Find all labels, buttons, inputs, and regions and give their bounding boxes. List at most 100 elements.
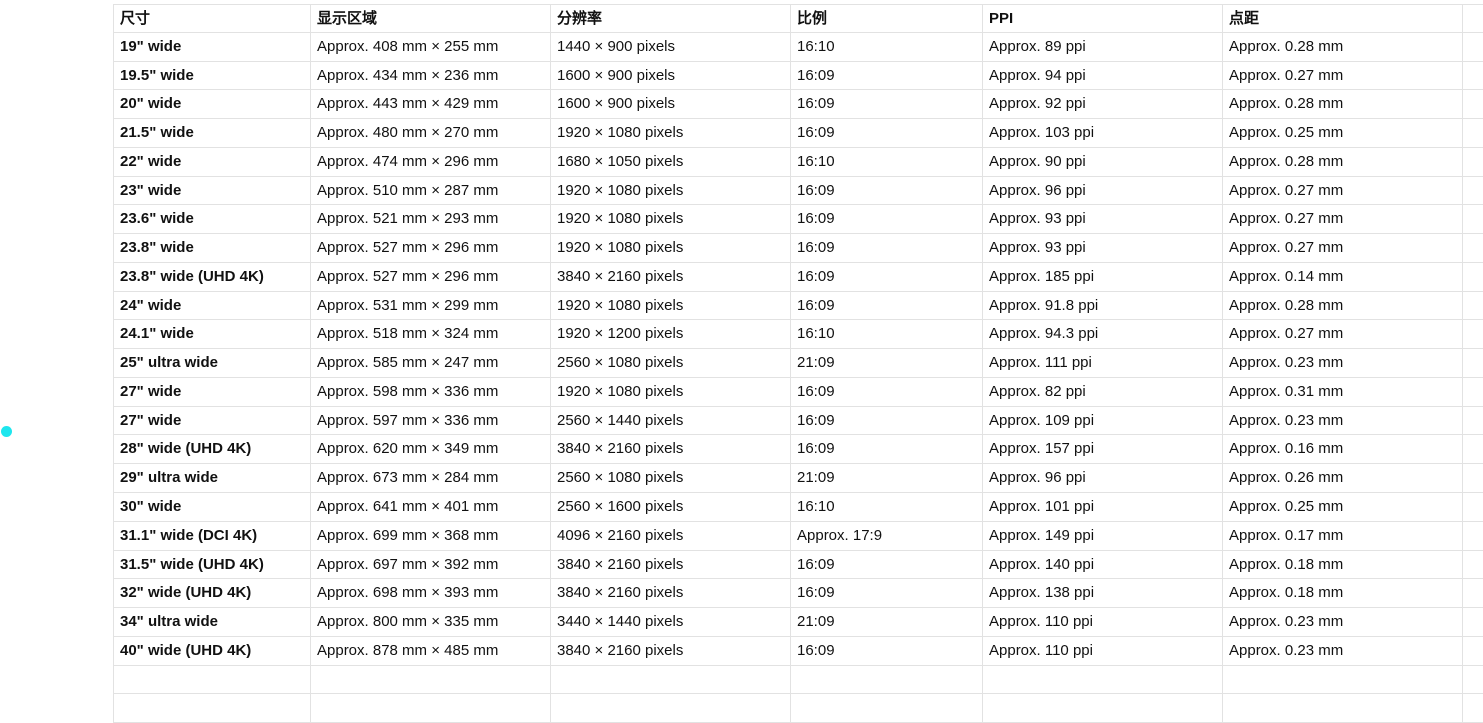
cell[interactable]: Approx. 408 mm × 255 mm xyxy=(310,32,550,61)
cell[interactable]: Approx. 598 mm × 336 mm xyxy=(310,377,550,406)
cell[interactable]: Approx. 109 ppi xyxy=(982,406,1222,435)
cell[interactable]: 23" wide xyxy=(113,176,310,205)
cell[interactable]: Approx. 94 ppi xyxy=(982,61,1222,90)
cell[interactable]: 16:09 xyxy=(790,377,982,406)
cell[interactable] xyxy=(310,694,550,723)
cell[interactable]: Approx. 0.23 mm xyxy=(1222,406,1462,435)
cell[interactable]: 2560 × 1080 pixels xyxy=(550,349,790,377)
cell[interactable]: Approx. 0.16 mm xyxy=(1222,435,1462,464)
cell[interactable]: Approx. 474 mm × 296 mm xyxy=(310,147,550,176)
cell[interactable]: Approx. 510 mm × 287 mm xyxy=(310,176,550,205)
cell[interactable]: 3840 × 2160 pixels xyxy=(550,550,790,579)
cell[interactable]: 16:10 xyxy=(790,493,982,521)
cell[interactable]: 16:09 xyxy=(790,636,982,665)
cell-extra[interactable] xyxy=(1462,665,1483,694)
cell[interactable]: Approx. 103 ppi xyxy=(982,119,1222,147)
cell[interactable]: 1680 × 1050 pixels xyxy=(550,147,790,176)
cell-extra[interactable] xyxy=(1462,291,1483,320)
cell-extra[interactable] xyxy=(1462,147,1483,176)
cell[interactable]: 16:09 xyxy=(790,550,982,579)
cell[interactable] xyxy=(310,665,550,694)
cell[interactable] xyxy=(1222,665,1462,694)
cell[interactable]: Approx. 110 ppi xyxy=(982,608,1222,636)
cell[interactable]: 16:09 xyxy=(790,90,982,119)
cell[interactable]: 16:09 xyxy=(790,435,982,464)
cell[interactable]: 22" wide xyxy=(113,147,310,176)
cell-extra[interactable] xyxy=(1462,608,1483,636)
cell[interactable]: Approx. 0.14 mm xyxy=(1222,262,1462,291)
cell[interactable]: PPI xyxy=(982,5,1222,32)
cell[interactable]: 1440 × 900 pixels xyxy=(550,32,790,61)
cell[interactable]: Approx. 0.28 mm xyxy=(1222,90,1462,119)
cell-extra[interactable] xyxy=(1462,5,1483,32)
cell[interactable]: 21:09 xyxy=(790,349,982,377)
cell[interactable]: 25" ultra wide xyxy=(113,349,310,377)
cell[interactable]: 16:09 xyxy=(790,176,982,205)
cell[interactable]: 显示区域 xyxy=(310,5,550,32)
cell[interactable]: Approx. 93 ppi xyxy=(982,234,1222,262)
cell[interactable]: 28" wide (UHD 4K) xyxy=(113,435,310,464)
cell[interactable]: Approx. 0.23 mm xyxy=(1222,608,1462,636)
cell[interactable]: Approx. 641 mm × 401 mm xyxy=(310,493,550,521)
cell-extra[interactable] xyxy=(1462,205,1483,234)
cell[interactable]: Approx. 140 ppi xyxy=(982,550,1222,579)
cell[interactable]: 24.1" wide xyxy=(113,320,310,349)
cell[interactable]: Approx. 90 ppi xyxy=(982,147,1222,176)
cell[interactable]: 16:09 xyxy=(790,262,982,291)
cell[interactable]: Approx. 82 ppi xyxy=(982,377,1222,406)
cell[interactable]: 24" wide xyxy=(113,291,310,320)
cell-extra[interactable] xyxy=(1462,579,1483,608)
cell[interactable]: 31.5" wide (UHD 4K) xyxy=(113,550,310,579)
cell[interactable]: 16:09 xyxy=(790,291,982,320)
cell[interactable]: 比例 xyxy=(790,5,982,32)
cell[interactable]: Approx. 518 mm × 324 mm xyxy=(310,320,550,349)
cell[interactable]: 19.5" wide xyxy=(113,61,310,90)
cell[interactable]: 30" wide xyxy=(113,493,310,521)
cell[interactable]: Approx. 597 mm × 336 mm xyxy=(310,406,550,435)
cell[interactable]: Approx. 0.27 mm xyxy=(1222,205,1462,234)
cell[interactable]: Approx. 521 mm × 293 mm xyxy=(310,205,550,234)
cell[interactable]: Approx. 0.27 mm xyxy=(1222,61,1462,90)
cell[interactable]: Approx. 0.31 mm xyxy=(1222,377,1462,406)
cell[interactable]: 16:09 xyxy=(790,579,982,608)
cell[interactable] xyxy=(982,694,1222,723)
cell[interactable]: 2560 × 1080 pixels xyxy=(550,464,790,493)
cell-extra[interactable] xyxy=(1462,61,1483,90)
cell[interactable]: 29" ultra wide xyxy=(113,464,310,493)
cell[interactable]: Approx. 96 ppi xyxy=(982,464,1222,493)
cell[interactable]: Approx. 0.28 mm xyxy=(1222,32,1462,61)
cell[interactable]: Approx. 149 ppi xyxy=(982,521,1222,550)
cell[interactable]: 31.1" wide (DCI 4K) xyxy=(113,521,310,550)
cell-extra[interactable] xyxy=(1462,464,1483,493)
cell-extra[interactable] xyxy=(1462,521,1483,550)
cell[interactable]: Approx. 138 ppi xyxy=(982,579,1222,608)
cell[interactable]: Approx. 0.28 mm xyxy=(1222,147,1462,176)
cell[interactable]: Approx. 0.26 mm xyxy=(1222,464,1462,493)
cell[interactable]: Approx. 185 ppi xyxy=(982,262,1222,291)
cell[interactable]: 3840 × 2160 pixels xyxy=(550,435,790,464)
cell-extra[interactable] xyxy=(1462,550,1483,579)
cell[interactable]: Approx. 527 mm × 296 mm xyxy=(310,234,550,262)
cell[interactable]: 分辨率 xyxy=(550,5,790,32)
cell[interactable]: Approx. 443 mm × 429 mm xyxy=(310,90,550,119)
cell[interactable]: Approx. 91.8 ppi xyxy=(982,291,1222,320)
cell[interactable] xyxy=(790,665,982,694)
cell[interactable]: 3840 × 2160 pixels xyxy=(550,262,790,291)
cell[interactable]: 27" wide xyxy=(113,406,310,435)
cell[interactable]: Approx. 96 ppi xyxy=(982,176,1222,205)
cell-extra[interactable] xyxy=(1462,234,1483,262)
cell[interactable]: 16:10 xyxy=(790,320,982,349)
cell-extra[interactable] xyxy=(1462,694,1483,723)
cell[interactable]: Approx. 699 mm × 368 mm xyxy=(310,521,550,550)
cell[interactable] xyxy=(982,665,1222,694)
cell[interactable]: Approx. 480 mm × 270 mm xyxy=(310,119,550,147)
cell-extra[interactable] xyxy=(1462,320,1483,349)
cell[interactable]: Approx. 0.18 mm xyxy=(1222,579,1462,608)
cell[interactable]: 20" wide xyxy=(113,90,310,119)
cell[interactable]: Approx. 94.3 ppi xyxy=(982,320,1222,349)
cell-extra[interactable] xyxy=(1462,435,1483,464)
cell-extra[interactable] xyxy=(1462,349,1483,377)
cell[interactable]: 32" wide (UHD 4K) xyxy=(113,579,310,608)
cell[interactable]: 1920 × 1080 pixels xyxy=(550,205,790,234)
cell[interactable]: 16:09 xyxy=(790,234,982,262)
